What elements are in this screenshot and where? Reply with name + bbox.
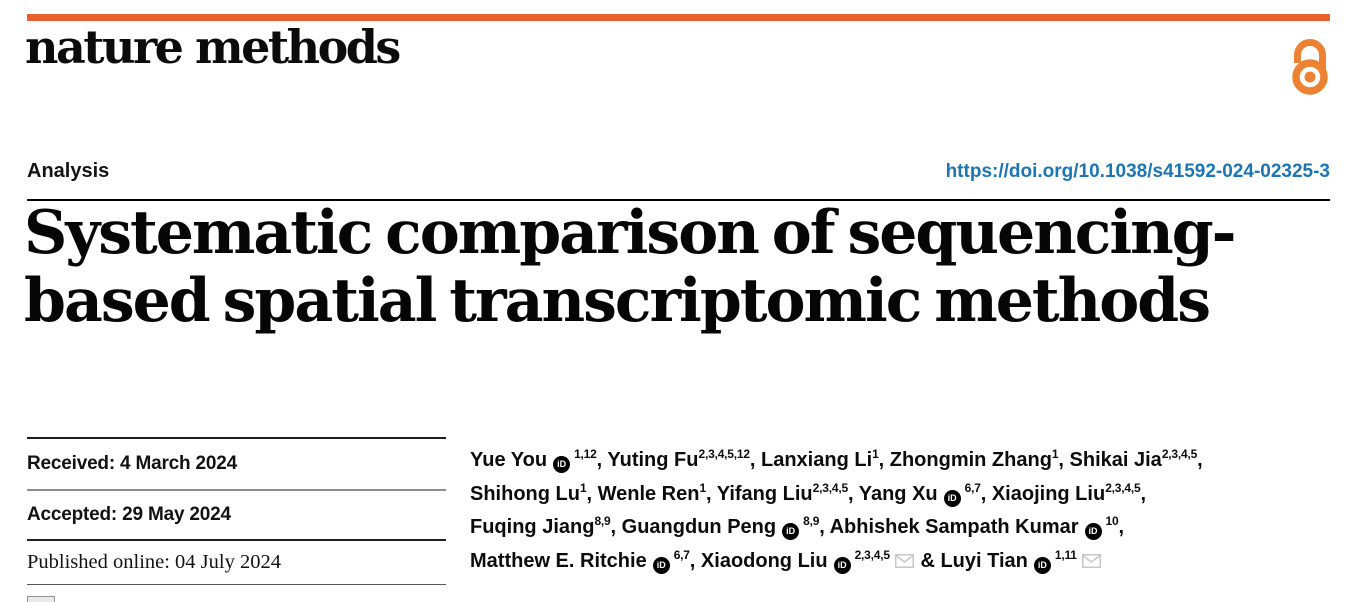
- author-separator: ,: [596, 449, 608, 471]
- email-envelope-icon[interactable]: [894, 553, 914, 568]
- header-rule: [27, 199, 1330, 201]
- doi-link[interactable]: https://doi.org/10.1038/s41592-024-02325…: [945, 161, 1330, 182]
- author-line: Fuqing Jiang8,9, Guangdun Peng iD8,9, Abh…: [470, 511, 1336, 545]
- author-name: Fuqing Jiang: [470, 516, 595, 538]
- author: Shihong Lu1,: [470, 480, 598, 505]
- affiliation-superscript: 2,3,4,5: [1161, 447, 1198, 461]
- author-separator: ,: [1118, 516, 1125, 538]
- author-name: Guangdun Peng: [621, 516, 777, 538]
- orcid-icon[interactable]: iD: [943, 489, 961, 507]
- author-name: Shihong Lu: [470, 482, 580, 505]
- author-name: Yue You: [470, 449, 548, 471]
- author: Xiaojing Liu2,3,4,5,: [991, 480, 1147, 505]
- author-separator: ,: [1058, 449, 1070, 471]
- author-separator: ,: [819, 516, 830, 538]
- author: Fuqing Jiang8,9,: [470, 514, 622, 538]
- affiliation-superscript: 2,3,4,5,12: [698, 447, 750, 461]
- orcid-icon[interactable]: iD: [782, 523, 800, 541]
- author: Yue You iD1,12,: [470, 447, 608, 474]
- author-name: Yang Xu: [858, 482, 938, 505]
- affiliation-superscript: 2,3,4,5: [1105, 480, 1141, 495]
- orcid-icon[interactable]: iD: [652, 556, 670, 574]
- open-access-icon: [1286, 36, 1332, 96]
- author-separator: ,: [586, 482, 598, 505]
- dates-rule-top: [27, 437, 446, 439]
- affiliation-superscript: 6,7: [673, 547, 690, 562]
- author: Yang Xu iD6,7,: [858, 480, 992, 507]
- author: Luyi Tian iD1,11: [940, 547, 1101, 574]
- author-separator: ,: [1140, 482, 1147, 505]
- author: Lanxiang Li1,: [761, 447, 890, 471]
- masthead-accent-bar: [27, 14, 1330, 21]
- affiliation-superscript: 1: [872, 447, 879, 461]
- orcid-icon[interactable]: iD: [553, 456, 571, 474]
- dates-rule-mid2: [27, 539, 446, 541]
- author-line: Yue You iD1,12, Yuting Fu2,3,4,5,12, Lanx…: [470, 444, 1336, 478]
- author-name: Yifang Liu: [716, 482, 813, 505]
- author: Guangdun Peng iD8,9,: [621, 514, 830, 541]
- orcid-icon[interactable]: iD: [1084, 523, 1102, 541]
- author-separator: ,: [705, 482, 717, 505]
- author: Yuting Fu2,3,4,5,12,: [607, 447, 761, 471]
- author-separator: ,: [847, 482, 859, 505]
- author-name: Yuting Fu: [607, 449, 699, 471]
- affiliation-superscript: 6,7: [964, 480, 981, 495]
- author-separator: ,: [878, 449, 890, 471]
- author-name: Abhishek Sampath Kumar: [829, 516, 1079, 538]
- published-date: Published online: 04 July 2024: [27, 550, 281, 573]
- author-separator: &: [914, 549, 941, 572]
- paper-title: Systematic comparison of sequencing-base…: [24, 198, 1237, 336]
- author-name: Matthew E. Ritchie: [470, 549, 647, 572]
- author-name: Luyi Tian: [940, 549, 1028, 572]
- author-separator: ,: [749, 449, 761, 471]
- author: Zhongmin Zhang1,: [889, 447, 1070, 471]
- dates-rule-bottom: [27, 583, 446, 585]
- orcid-icon[interactable]: iD: [1033, 556, 1051, 574]
- journal-logo: nature methods: [25, 20, 401, 74]
- affiliation-superscript: 1: [1051, 447, 1059, 461]
- check-for-updates-badge-partial[interactable]: [27, 596, 55, 602]
- author-name: Wenle Ren: [597, 482, 700, 505]
- affiliation-superscript: 1,12: [574, 447, 597, 461]
- affiliation-superscript: 1: [699, 480, 706, 495]
- author-list: Yue You iD1,12, Yuting Fu2,3,4,5,12, Lanx…: [470, 444, 1336, 578]
- meta-row: Analysis https://doi.org/10.1038/s41592-…: [27, 160, 1330, 183]
- orcid-icon[interactable]: iD: [833, 556, 851, 574]
- affiliation-superscript: 8,9: [594, 514, 611, 528]
- author: Shikai Jia2,3,4,5,: [1069, 447, 1203, 471]
- affiliation-superscript: 2,3,4,5: [812, 480, 849, 495]
- author-separator: ,: [610, 516, 622, 538]
- received-date: Received: 4 March 2024: [27, 452, 237, 474]
- affiliation-superscript: 2,3,4,5: [854, 547, 891, 562]
- affiliation-superscript: 1: [579, 480, 587, 495]
- affiliation-superscript: 10: [1105, 514, 1119, 528]
- author-name: Lanxiang Li: [761, 449, 873, 471]
- dates-panel: Received: 4 March 2024 Accepted: 29 May …: [27, 437, 446, 602]
- affiliation-superscript: 8,9: [803, 514, 820, 528]
- author: Yifang Liu2,3,4,5,: [716, 480, 859, 505]
- author: Xiaodong Liu iD2,3,4,5 &: [700, 547, 941, 574]
- author: Wenle Ren1,: [597, 480, 717, 505]
- author-name: Xiaodong Liu: [700, 549, 828, 572]
- author-name: Zhongmin Zhang: [889, 449, 1052, 471]
- author: Matthew E. Ritchie iD6,7,: [470, 547, 701, 574]
- dates-rule-mid1: [27, 488, 446, 491]
- author: Abhishek Sampath Kumar iD10,: [829, 514, 1125, 541]
- author-name: Shikai Jia: [1069, 449, 1162, 471]
- author-line: Matthew E. Ritchie iD6,7, Xiaodong Liu iD2…: [470, 545, 1336, 579]
- affiliation-superscript: 1,11: [1054, 547, 1077, 562]
- author-name: Xiaojing Liu: [991, 482, 1106, 505]
- accepted-date: Accepted: 29 May 2024: [27, 504, 231, 525]
- author-separator: ,: [1197, 449, 1203, 471]
- author-separator: ,: [980, 482, 992, 505]
- author-line: Shihong Lu1, Wenle Ren1, Yifang Liu2,3,4…: [470, 478, 1336, 512]
- author-separator: ,: [689, 549, 701, 572]
- article-type-label: Analysis: [27, 160, 110, 182]
- email-envelope-icon[interactable]: [1081, 553, 1101, 568]
